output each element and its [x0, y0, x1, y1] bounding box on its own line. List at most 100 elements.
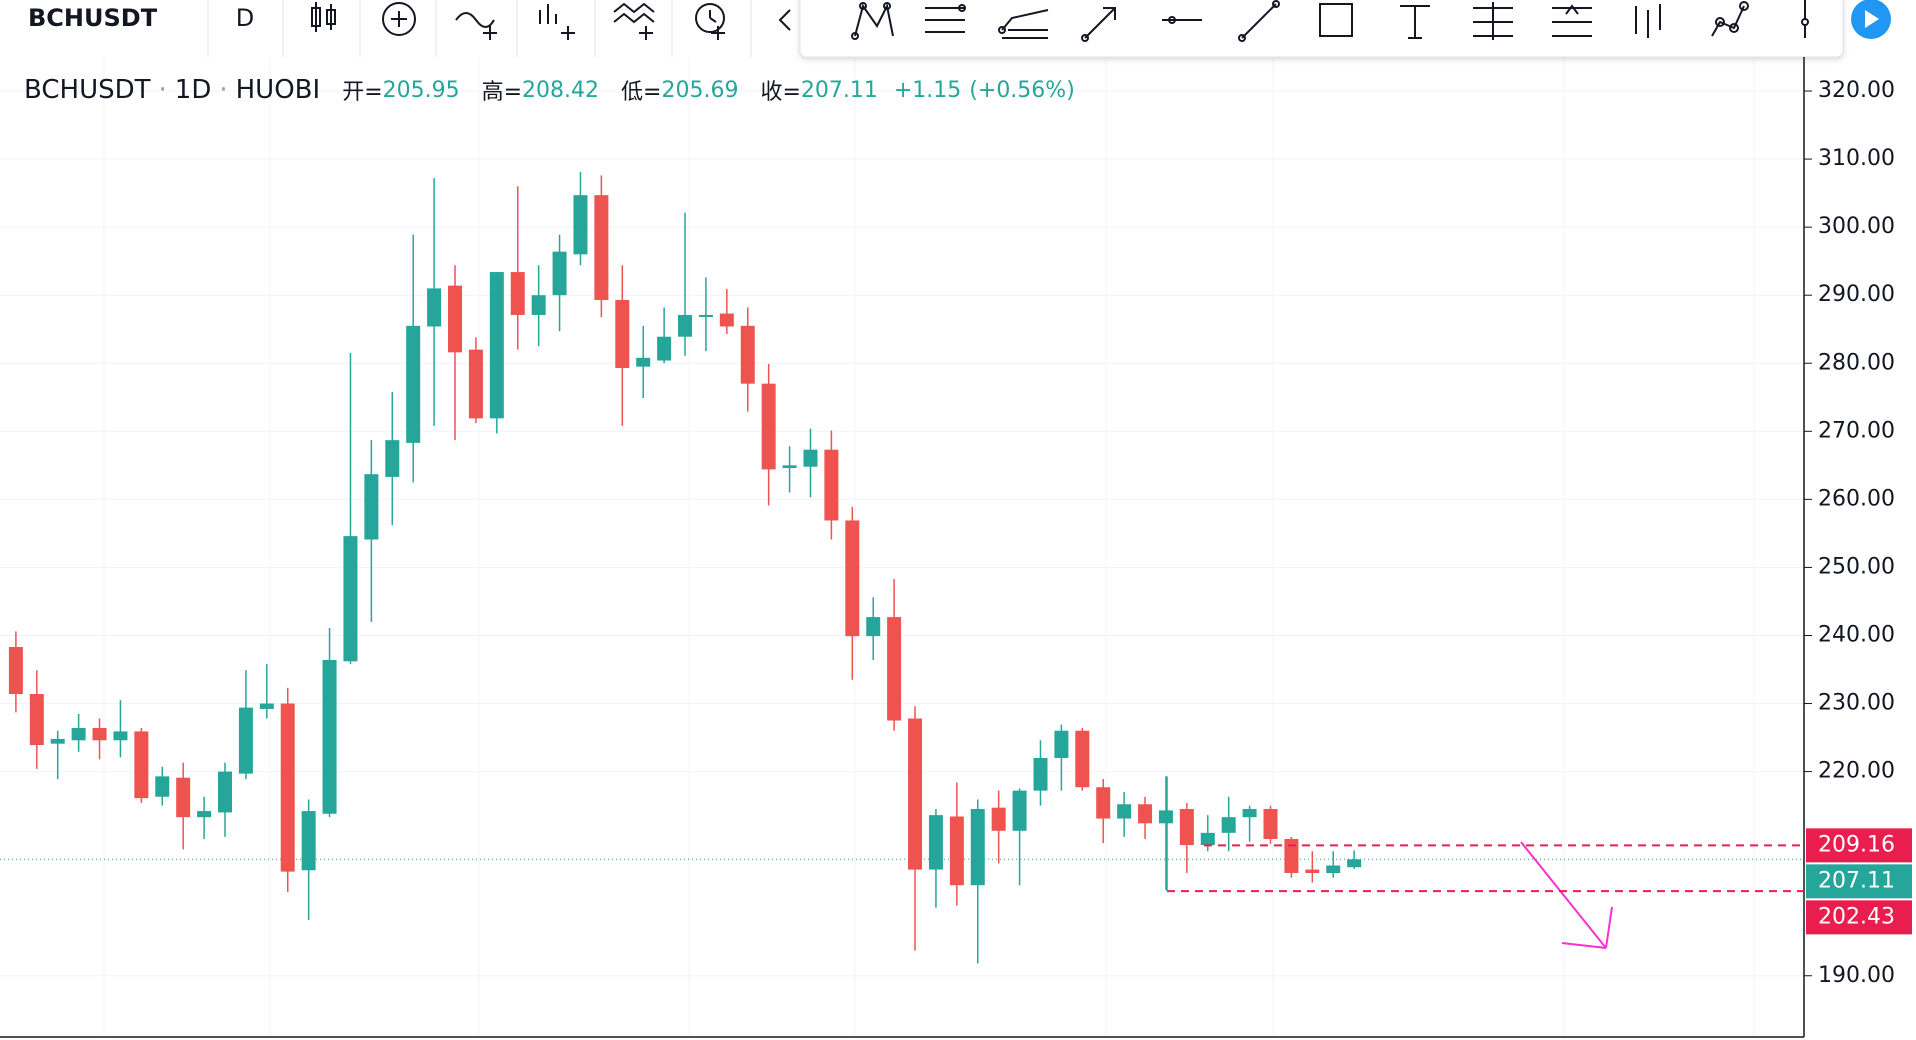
candle-body — [197, 811, 212, 818]
price-label-box — [1806, 900, 1912, 935]
candle-body — [1033, 757, 1048, 791]
candle-body — [615, 299, 630, 369]
candle-body — [887, 617, 902, 721]
candle-body — [406, 325, 421, 443]
candle-body — [824, 449, 839, 521]
tool-fib[interactable] — [925, 4, 966, 33]
candle-body — [970, 809, 985, 886]
candle-body — [1242, 809, 1257, 818]
candle-body — [949, 816, 964, 886]
candle-body — [1284, 838, 1299, 873]
tool-pattern[interactable] — [1711, 1, 1749, 37]
candle-body — [678, 314, 693, 337]
candle-body — [113, 731, 128, 741]
candle-body — [1263, 809, 1278, 839]
candle-body — [1179, 809, 1194, 846]
indicators-button[interactable] — [455, 12, 497, 40]
candle-body — [761, 383, 776, 470]
candle-body — [908, 718, 923, 870]
legend-symbol: BCHUSDT — [24, 75, 151, 105]
tool-hline[interactable] — [1162, 16, 1202, 24]
legend-low-label: 低= — [621, 80, 662, 105]
price-label: 207.11 — [1818, 868, 1895, 893]
y-tick-label: 280.00 — [1818, 350, 1895, 375]
tool-rectangle[interactable] — [1319, 3, 1353, 37]
y-tick-label: 300.00 — [1818, 214, 1895, 239]
interval-button[interactable]: D — [236, 4, 254, 32]
candle-body — [782, 465, 797, 469]
y-tick-label: 230.00 — [1818, 691, 1895, 716]
tool-arrow[interactable] — [1081, 7, 1116, 42]
candle-body — [1054, 730, 1069, 758]
candle-body — [573, 195, 588, 255]
candle-body — [71, 728, 86, 741]
candle-body — [29, 694, 44, 746]
candle-body — [928, 815, 943, 870]
candle-body — [8, 647, 23, 694]
price-label-box — [1806, 828, 1912, 863]
legend-close: 207.11 — [800, 77, 878, 103]
legend-high: 208.42 — [522, 77, 600, 103]
candle-body — [845, 520, 860, 637]
candle-body — [280, 703, 295, 872]
price-label: 202.43 — [1818, 904, 1895, 929]
replay-button[interactable] — [778, 9, 791, 31]
candle-body — [1138, 804, 1153, 824]
candle-body — [259, 703, 274, 709]
y-tick-label: 270.00 — [1818, 418, 1895, 443]
candle-body — [1096, 787, 1111, 819]
candle-body — [1012, 790, 1027, 831]
candle-body — [134, 731, 149, 799]
candle-body — [468, 349, 483, 419]
y-tick-label: 190.00 — [1818, 963, 1895, 988]
tool-xabcd[interactable] — [851, 2, 894, 40]
tool-measure[interactable] — [1473, 2, 1513, 40]
toolbar — [0, 0, 800, 57]
symbol-button[interactable]: BCHUSDT — [28, 4, 158, 32]
candle-body — [343, 536, 358, 662]
legend-high-label: 高= — [481, 80, 523, 105]
y-tick-label: 260.00 — [1818, 486, 1895, 511]
y-tick-label: 310.00 — [1818, 146, 1895, 171]
candle-body — [740, 325, 755, 384]
tool-text[interactable] — [1400, 5, 1430, 39]
legend-interval: 1D — [151, 75, 212, 105]
annotation-arrow — [1520, 841, 1613, 949]
candle-body — [176, 777, 191, 818]
candle-body — [155, 776, 170, 797]
candle-body — [510, 272, 525, 315]
tool-fib-fan[interactable] — [998, 9, 1049, 39]
legend-close-label: 收= — [760, 80, 801, 105]
candle-body — [448, 285, 463, 353]
templates-button[interactable] — [613, 2, 655, 40]
chart-style-button[interactable] — [311, 2, 336, 32]
candle-body — [427, 288, 442, 327]
legend-exchange: HUOBI — [211, 75, 321, 105]
tool-forecast[interactable] — [1552, 4, 1592, 37]
candle-body — [1158, 810, 1173, 824]
candle-body — [803, 449, 818, 467]
tool-bars[interactable] — [1635, 4, 1661, 38]
financials-button[interactable] — [539, 4, 575, 40]
candle-body — [218, 771, 232, 813]
legend-change: +1.15 — [893, 77, 962, 103]
tool-more[interactable] — [1801, 0, 1809, 38]
candle-body — [301, 811, 316, 871]
candle-body — [50, 738, 65, 744]
alert-button[interactable] — [695, 3, 725, 40]
candle-body — [238, 707, 253, 774]
candle-body — [385, 440, 400, 477]
candle-body — [636, 357, 651, 367]
tool-trendline[interactable] — [1238, 0, 1280, 42]
candle-body — [1075, 730, 1090, 788]
legend-low: 205.69 — [661, 77, 739, 103]
drawing-toolbar — [799, 0, 1844, 58]
candle-body — [1305, 869, 1320, 873]
candle-body — [698, 314, 713, 317]
candle-body — [552, 251, 567, 296]
candle-body — [719, 313, 734, 327]
candle-body — [1117, 804, 1132, 819]
compare-button[interactable] — [382, 2, 416, 36]
candle-body — [92, 728, 107, 741]
